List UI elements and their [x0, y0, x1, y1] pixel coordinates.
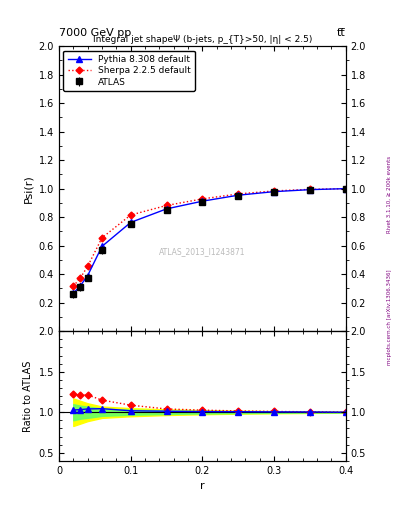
Pythia 8.308 default [78, 283, 83, 289]
Sherpa 2.2.5 default [236, 191, 241, 197]
Title: Integral jet shapeΨ (b-jets, p_{T}>50, |η| < 2.5): Integral jet shapeΨ (b-jets, p_{T}>50, |… [93, 35, 312, 44]
Text: Rivet 3.1.10, ≥ 200k events: Rivet 3.1.10, ≥ 200k events [387, 156, 392, 233]
Pythia 8.308 default [100, 243, 105, 249]
Sherpa 2.2.5 default [164, 202, 169, 208]
X-axis label: r: r [200, 481, 205, 491]
Y-axis label: Psi(r): Psi(r) [23, 174, 33, 203]
Text: tt̅: tt̅ [337, 28, 346, 38]
Sherpa 2.2.5 default [343, 185, 348, 191]
Pythia 8.308 default [164, 206, 169, 212]
Sherpa 2.2.5 default [85, 263, 90, 269]
Pythia 8.308 default [200, 198, 205, 204]
Pythia 8.308 default [236, 192, 241, 198]
Pythia 8.308 default [85, 272, 90, 279]
Line: Pythia 8.308 default: Pythia 8.308 default [70, 186, 349, 296]
Sherpa 2.2.5 default [128, 212, 133, 218]
Sherpa 2.2.5 default [100, 234, 105, 241]
Pythia 8.308 default [272, 188, 276, 195]
Text: mcplots.cern.ch [arXiv:1306.3436]: mcplots.cern.ch [arXiv:1306.3436] [387, 270, 392, 365]
Sherpa 2.2.5 default [71, 283, 75, 289]
Text: 7000 GeV pp: 7000 GeV pp [59, 28, 131, 38]
Y-axis label: Ratio to ATLAS: Ratio to ATLAS [23, 360, 33, 432]
Pythia 8.308 default [308, 186, 312, 193]
Sherpa 2.2.5 default [272, 188, 276, 194]
Legend: Pythia 8.308 default, Sherpa 2.2.5 default, ATLAS: Pythia 8.308 default, Sherpa 2.2.5 defau… [63, 51, 195, 91]
Line: Sherpa 2.2.5 default: Sherpa 2.2.5 default [71, 186, 348, 289]
Pythia 8.308 default [71, 290, 75, 296]
Text: ATLAS_2013_I1243871: ATLAS_2013_I1243871 [159, 247, 246, 256]
Pythia 8.308 default [343, 185, 348, 191]
Pythia 8.308 default [128, 219, 133, 225]
Sherpa 2.2.5 default [200, 196, 205, 202]
Sherpa 2.2.5 default [308, 186, 312, 193]
Sherpa 2.2.5 default [78, 274, 83, 281]
